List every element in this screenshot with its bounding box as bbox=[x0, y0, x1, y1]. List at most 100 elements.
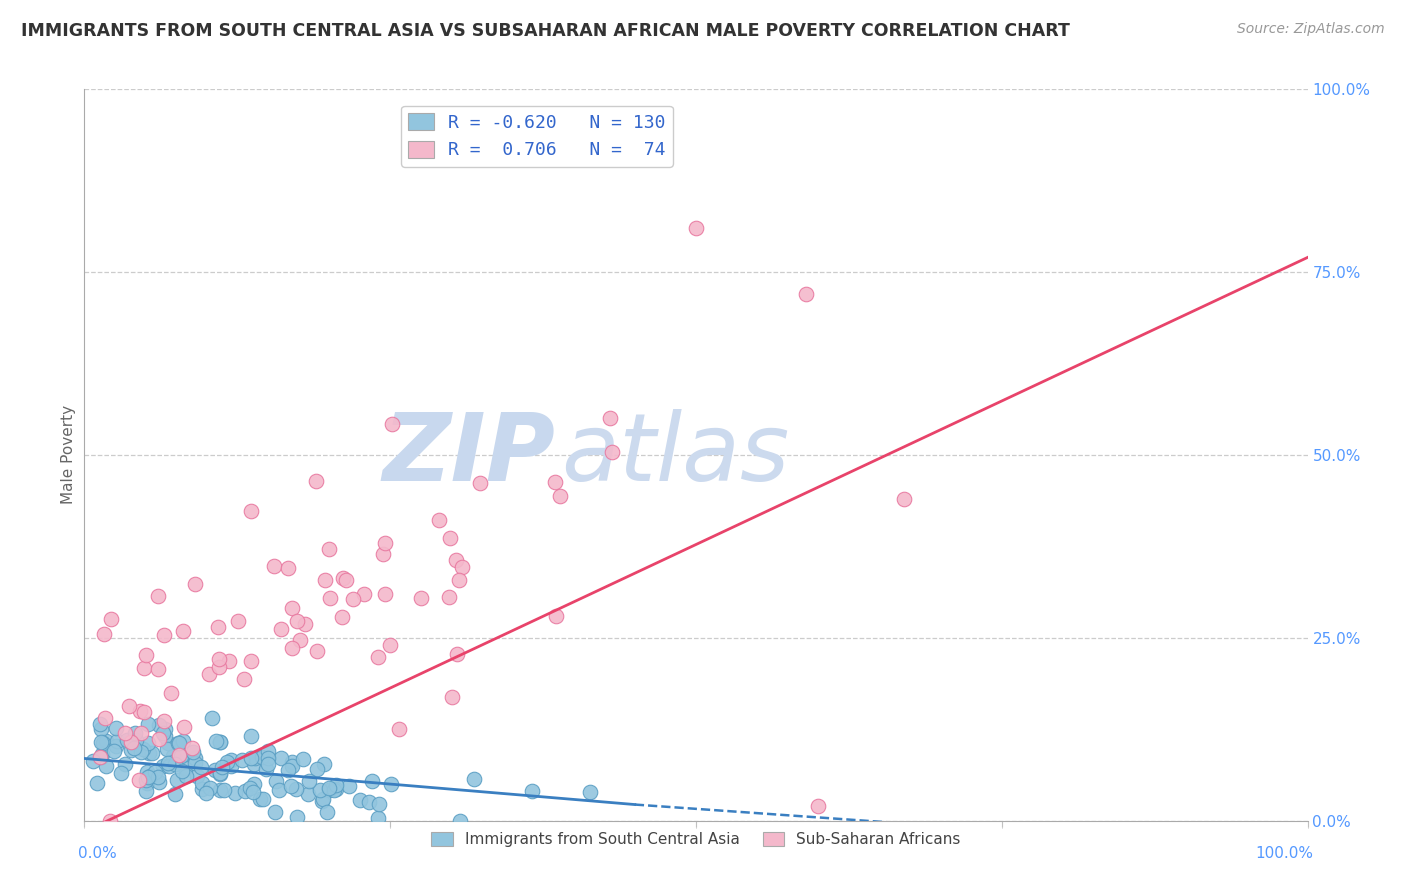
Point bbox=[548, 489, 571, 503]
Point bbox=[186, 769, 208, 783]
Point bbox=[463, 772, 485, 786]
Point bbox=[138, 746, 160, 760]
Point bbox=[124, 740, 146, 755]
Point bbox=[152, 726, 174, 740]
Point bbox=[335, 574, 357, 588]
Point bbox=[439, 531, 461, 545]
Point bbox=[157, 758, 180, 772]
Point bbox=[174, 769, 197, 783]
Point bbox=[219, 753, 242, 767]
Point bbox=[388, 722, 411, 736]
Point bbox=[298, 774, 321, 789]
Point bbox=[367, 650, 389, 665]
Point bbox=[325, 782, 347, 797]
Point bbox=[114, 756, 136, 771]
Point bbox=[374, 536, 396, 550]
Point bbox=[172, 734, 194, 748]
Point bbox=[520, 784, 543, 798]
Point bbox=[239, 730, 262, 744]
Point bbox=[148, 590, 170, 604]
Point bbox=[312, 757, 335, 772]
Point bbox=[233, 783, 256, 797]
Text: IMMIGRANTS FROM SOUTH CENTRAL ASIA VS SUBSAHARAN AFRICAN MALE POVERTY CORRELATIO: IMMIGRANTS FROM SOUTH CENTRAL ASIA VS SU… bbox=[21, 22, 1070, 40]
Point bbox=[446, 647, 468, 661]
Point bbox=[148, 770, 170, 784]
Point bbox=[148, 732, 170, 747]
Point bbox=[129, 745, 152, 759]
Point bbox=[93, 626, 115, 640]
Point bbox=[135, 772, 157, 787]
Point bbox=[450, 560, 472, 574]
Point bbox=[249, 792, 271, 806]
Point bbox=[167, 736, 190, 750]
Point bbox=[297, 787, 319, 801]
Point bbox=[115, 732, 138, 747]
Text: Source: ZipAtlas.com: Source: ZipAtlas.com bbox=[1237, 22, 1385, 37]
Point bbox=[104, 739, 127, 753]
Point bbox=[308, 783, 330, 797]
Text: ZIP: ZIP bbox=[382, 409, 555, 501]
Point bbox=[148, 662, 170, 676]
Point bbox=[169, 749, 191, 764]
Point bbox=[148, 718, 170, 732]
Point bbox=[357, 795, 380, 809]
Point bbox=[239, 781, 262, 796]
Point bbox=[153, 729, 176, 743]
Point bbox=[89, 749, 111, 764]
Point bbox=[118, 698, 141, 713]
Point bbox=[141, 746, 163, 760]
Point bbox=[103, 744, 125, 758]
Point bbox=[125, 732, 148, 747]
Point bbox=[285, 810, 308, 824]
Point bbox=[205, 734, 228, 748]
Point bbox=[155, 723, 177, 737]
Point bbox=[374, 587, 396, 601]
Point bbox=[208, 767, 231, 781]
Point bbox=[148, 775, 170, 789]
Point bbox=[337, 779, 360, 793]
Point bbox=[156, 756, 179, 770]
Point bbox=[180, 741, 202, 756]
Point bbox=[184, 756, 207, 770]
Point bbox=[312, 791, 335, 805]
Point bbox=[136, 736, 159, 750]
Point bbox=[224, 785, 246, 799]
Point bbox=[270, 622, 292, 636]
Point bbox=[285, 614, 308, 628]
Point bbox=[468, 475, 491, 490]
Point bbox=[132, 705, 155, 719]
Point bbox=[209, 735, 232, 749]
Point bbox=[240, 503, 263, 517]
Point bbox=[242, 784, 264, 798]
Point bbox=[294, 616, 316, 631]
Point bbox=[263, 558, 285, 573]
Point bbox=[368, 797, 391, 812]
Point bbox=[131, 742, 153, 756]
Point bbox=[167, 735, 190, 749]
Point bbox=[264, 774, 287, 789]
Point bbox=[138, 717, 160, 731]
Point bbox=[367, 811, 389, 825]
Point bbox=[136, 776, 159, 790]
Point bbox=[156, 741, 179, 756]
Point bbox=[128, 772, 150, 787]
Point bbox=[209, 783, 232, 797]
Point bbox=[218, 654, 240, 668]
Point bbox=[231, 753, 253, 767]
Point bbox=[152, 628, 174, 642]
Point bbox=[332, 571, 354, 585]
Point bbox=[129, 704, 152, 718]
Point bbox=[198, 781, 221, 796]
Text: 0.0%: 0.0% bbox=[79, 847, 117, 862]
Point bbox=[166, 773, 188, 788]
Point bbox=[807, 799, 830, 814]
Point bbox=[208, 660, 231, 674]
Point bbox=[280, 755, 302, 769]
Point bbox=[305, 474, 328, 488]
Point bbox=[318, 780, 340, 795]
Y-axis label: Male Poverty: Male Poverty bbox=[60, 405, 76, 505]
Point bbox=[152, 759, 174, 773]
Point bbox=[325, 778, 347, 792]
Point bbox=[114, 726, 136, 740]
Point bbox=[330, 610, 353, 624]
